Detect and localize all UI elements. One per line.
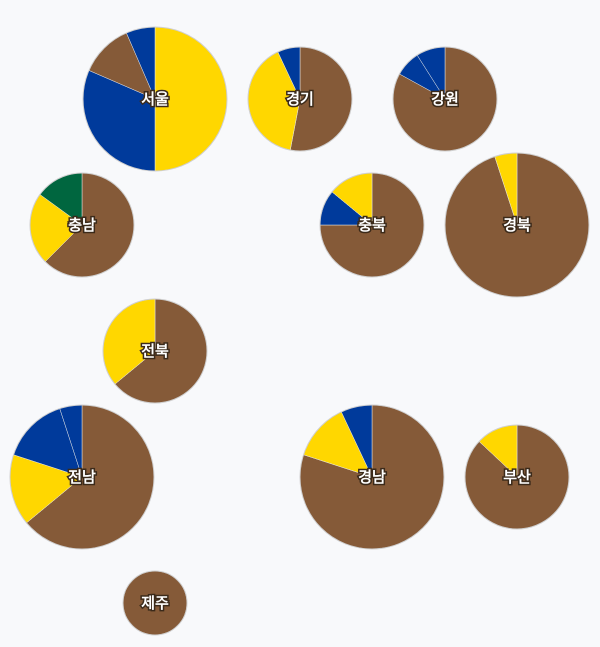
pie-outline-1 xyxy=(247,46,353,152)
pie-10: 제주 xyxy=(122,570,188,636)
pie-outline-2 xyxy=(392,46,498,152)
pie-outline-7 xyxy=(9,404,155,550)
region-label-5: 경북 xyxy=(503,216,531,234)
region-label-7: 전남 xyxy=(68,468,96,486)
region-label-4: 충북 xyxy=(358,216,386,234)
pie-6: 전북 xyxy=(102,298,208,404)
pie-outline-0 xyxy=(82,26,228,172)
pie-outline-6 xyxy=(102,298,208,404)
region-label-8: 경남 xyxy=(358,468,386,486)
pie-4: 충북 xyxy=(319,172,425,278)
pie-outline-3 xyxy=(29,172,135,278)
region-label-0: 서울 xyxy=(141,90,169,108)
pie-7: 전남 xyxy=(9,404,155,550)
pie-1: 경기 xyxy=(247,46,353,152)
pie-outline-9 xyxy=(464,424,570,530)
pie-outline-4 xyxy=(319,172,425,278)
pie-8: 경남 xyxy=(299,404,445,550)
pie-2: 강원 xyxy=(392,46,498,152)
region-label-10: 제주 xyxy=(141,594,169,612)
pie-outline-5 xyxy=(444,152,590,298)
region-label-2: 강원 xyxy=(431,90,459,108)
pie-3: 충남 xyxy=(29,172,135,278)
pie-9: 부산 xyxy=(464,424,570,530)
region-label-6: 전북 xyxy=(141,342,169,360)
pie-outline-10 xyxy=(122,570,188,636)
pie-5: 경북 xyxy=(444,152,590,298)
region-label-3: 충남 xyxy=(68,216,96,234)
pie-0: 서울 xyxy=(82,26,228,172)
region-label-1: 경기 xyxy=(286,90,314,108)
region-label-9: 부산 xyxy=(503,468,531,486)
pie-outline-8 xyxy=(299,404,445,550)
